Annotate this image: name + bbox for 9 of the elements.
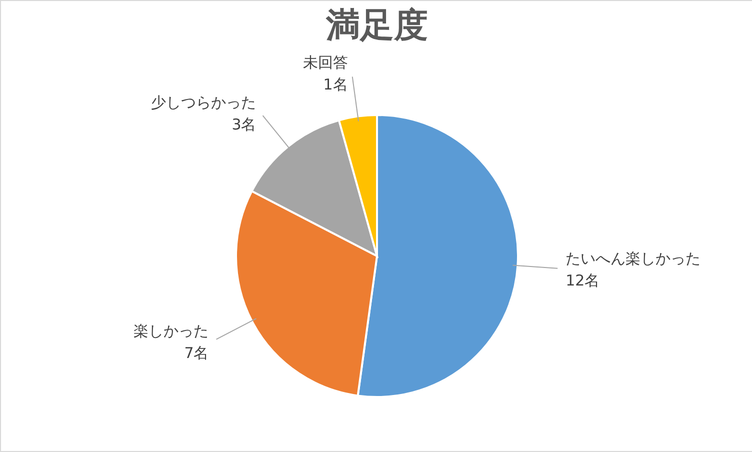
chart-title: 満足度 <box>325 6 428 46</box>
data-label: 1名 <box>323 76 348 94</box>
data-label: 12名 <box>566 272 600 290</box>
slice-label: たいへん楽しかった <box>566 250 701 268</box>
slice-label: 少しつらかった <box>151 93 256 112</box>
data-label: 3名 <box>232 115 256 134</box>
slice-label: 未回答 <box>302 54 348 72</box>
slice-label: 楽しかった <box>134 322 209 340</box>
data-label: 7名 <box>184 344 209 362</box>
